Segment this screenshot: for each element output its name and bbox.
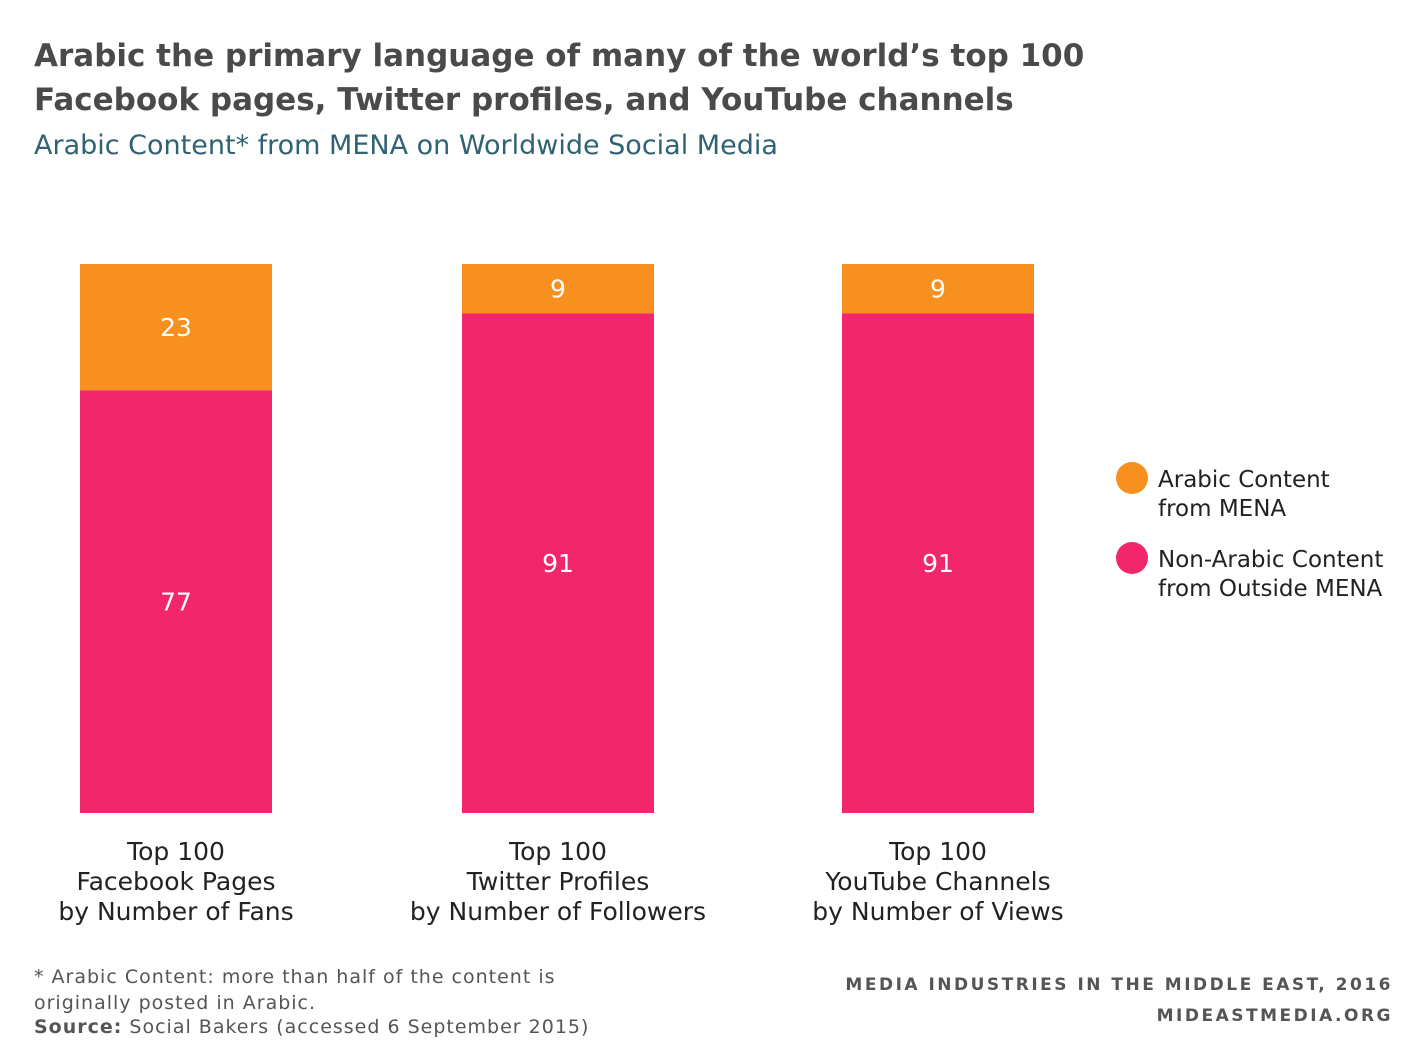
category-label: by Number of Followers bbox=[410, 897, 706, 926]
legend-label: from MENA bbox=[1158, 496, 1286, 522]
chart-title-line-1: Arabic the primary language of many of t… bbox=[34, 38, 1085, 74]
data-label: 9 bbox=[930, 275, 946, 304]
legend-label: from Outside MENA bbox=[1158, 576, 1383, 602]
data-label: 23 bbox=[160, 313, 192, 342]
chart-title-line-2: Facebook pages, Twitter profiles, and Yo… bbox=[34, 82, 1014, 118]
chart-title: Arabic the primary language of many of t… bbox=[34, 34, 1134, 122]
source-text: Social Bakers (accessed 6 September 2015… bbox=[122, 1016, 590, 1038]
legend-label: Non-Arabic Content bbox=[1158, 547, 1383, 573]
category-label: YouTube Channels bbox=[824, 867, 1050, 896]
source-label: Source: bbox=[34, 1016, 123, 1038]
category-label: Top 100 bbox=[126, 837, 225, 866]
brand-line-2: MIDEASTMEDIA.ORG bbox=[1156, 1006, 1393, 1026]
footnote: * Arabic Content: more than half of the … bbox=[34, 964, 556, 1016]
bar-segment-non-arabic-3 bbox=[842, 313, 1034, 813]
brand-line-1: MEDIA INDUSTRIES IN THE MIDDLE EAST, 201… bbox=[845, 975, 1393, 995]
data-label: 91 bbox=[922, 549, 954, 578]
data-label: 77 bbox=[160, 588, 192, 617]
category-label: Top 100 bbox=[508, 837, 607, 866]
category-label: Top 100 bbox=[888, 837, 987, 866]
data-label: 9 bbox=[550, 275, 566, 304]
chart-subtitle: Arabic Content* from MENA on Worldwide S… bbox=[34, 130, 778, 161]
category-label: Twitter Profiles bbox=[466, 867, 650, 896]
bar-segment-arabic-1 bbox=[80, 264, 272, 391]
brand-credit: MEDIA INDUSTRIES IN THE MIDDLE EAST, 201… bbox=[845, 970, 1393, 1032]
bar-segment-non-arabic-1 bbox=[80, 390, 272, 813]
bar-segment-arabic-2 bbox=[462, 264, 654, 314]
legend-marker bbox=[1116, 462, 1148, 494]
data-label: 91 bbox=[542, 549, 574, 578]
bar-segment-non-arabic-2 bbox=[462, 313, 654, 813]
legend-label: Arabic Content bbox=[1158, 467, 1330, 493]
category-label: Facebook Pages bbox=[77, 867, 276, 896]
bar-segment-arabic-3 bbox=[842, 264, 1034, 314]
source-note: Source: Social Bakers (accessed 6 Septem… bbox=[34, 1016, 589, 1038]
footnote-line-2: originally posted in Arabic. bbox=[34, 992, 317, 1014]
category-label: by Number of Views bbox=[812, 897, 1063, 926]
legend-marker bbox=[1116, 542, 1148, 574]
footnote-line-1: * Arabic Content: more than half of the … bbox=[34, 966, 556, 988]
category-label: by Number of Fans bbox=[58, 897, 293, 926]
